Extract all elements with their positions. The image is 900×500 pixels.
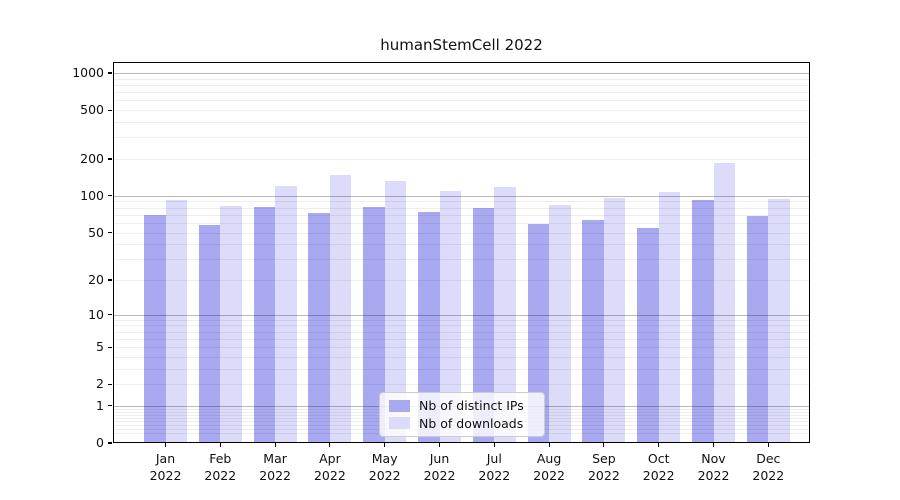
bar-downloads-may bbox=[384, 180, 407, 443]
x-tick bbox=[493, 443, 495, 447]
bar-distinct-ips-aug bbox=[527, 223, 550, 443]
y-tick-label: 2 bbox=[96, 376, 104, 392]
x-tick bbox=[603, 443, 605, 447]
x-tick-label: Dec 2022 bbox=[752, 451, 785, 483]
plot-area bbox=[113, 62, 810, 443]
bar-distinct-ips-jan bbox=[144, 214, 166, 443]
x-tick-label: Nov 2022 bbox=[697, 451, 730, 483]
x-tick bbox=[438, 443, 441, 447]
bar-downloads-aug bbox=[549, 204, 571, 443]
x-tick bbox=[219, 443, 221, 447]
bar-distinct-ips-apr bbox=[308, 212, 330, 443]
bar-distinct-ips-nov bbox=[692, 199, 714, 443]
x-tick bbox=[712, 443, 715, 447]
bar-downloads-jun bbox=[439, 190, 461, 443]
legend: Nb of distinct IPs Nb of downloads bbox=[379, 392, 545, 437]
bar-downloads-dec bbox=[768, 199, 790, 443]
y-tick-label: 500 bbox=[80, 102, 104, 118]
x-tick-label: Sep 2022 bbox=[587, 451, 620, 483]
chart-title: humanStemCell 2022 bbox=[380, 36, 543, 54]
y-tick-label: 1000 bbox=[72, 65, 104, 80]
y-tick-label: 100 bbox=[80, 187, 104, 203]
legend-item-distinct-ips: Nb of distinct IPs bbox=[389, 398, 535, 413]
y-tick bbox=[108, 231, 112, 234]
y-tick bbox=[108, 279, 112, 281]
y-tick bbox=[108, 314, 112, 316]
x-tick bbox=[658, 443, 660, 447]
x-tick-label: Jul 2022 bbox=[478, 451, 511, 483]
x-tick-label: Jun 2022 bbox=[423, 451, 456, 483]
bar-distinct-ips-jun bbox=[418, 211, 440, 443]
y-tick bbox=[108, 109, 112, 111]
y-tick-label: 5 bbox=[96, 339, 104, 355]
y-tick-label: 20 bbox=[88, 272, 104, 287]
bar-distinct-ips-dec bbox=[746, 216, 769, 443]
bar-distinct-ips-oct bbox=[637, 228, 659, 443]
bar-downloads-jul bbox=[494, 187, 516, 443]
x-tick bbox=[767, 443, 769, 447]
legend-label-distinct-ips: Nb of distinct IPs bbox=[419, 398, 524, 414]
bar-downloads-mar bbox=[275, 186, 297, 443]
x-tick bbox=[548, 443, 550, 447]
x-tick-label: Aug 2022 bbox=[533, 451, 565, 483]
legend-item-downloads: Nb of downloads bbox=[389, 416, 535, 431]
legend-label-downloads: Nb of downloads bbox=[419, 415, 524, 431]
x-tick bbox=[384, 443, 386, 447]
y-tick-label: 200 bbox=[80, 151, 104, 166]
bar-distinct-ips-may bbox=[363, 207, 385, 443]
x-tick-label: Apr 2022 bbox=[313, 451, 346, 483]
legend-swatch-distinct-ips bbox=[389, 399, 410, 412]
x-tick-label: Feb 2022 bbox=[204, 451, 237, 483]
bar-distinct-ips-jul bbox=[472, 208, 495, 443]
x-tick-label: Mar 2022 bbox=[259, 451, 291, 483]
bar-downloads-oct bbox=[658, 192, 681, 443]
bar-downloads-feb bbox=[220, 205, 242, 443]
x-tick bbox=[164, 443, 167, 447]
bar-distinct-ips-feb bbox=[198, 224, 221, 443]
x-tick bbox=[329, 443, 331, 447]
y-tick bbox=[108, 405, 112, 407]
x-tick-label: May 2022 bbox=[368, 451, 401, 483]
y-tick bbox=[108, 442, 112, 444]
y-tick-label: 1 bbox=[96, 397, 104, 413]
bar-downloads-sep bbox=[603, 197, 626, 443]
bar-distinct-ips-mar bbox=[253, 207, 276, 443]
y-tick bbox=[108, 158, 112, 160]
x-tick-label: Oct 2022 bbox=[642, 451, 675, 483]
y-tick-label: 10 bbox=[88, 306, 104, 322]
y-tick-label: 50 bbox=[88, 224, 104, 240]
x-tick-label: Jan 2022 bbox=[149, 451, 182, 483]
bar-downloads-apr bbox=[329, 175, 352, 443]
y-tick-label: 0 bbox=[96, 435, 104, 450]
y-tick bbox=[108, 346, 112, 348]
y-tick bbox=[108, 195, 112, 197]
bar-downloads-jan bbox=[165, 200, 187, 443]
bar-distinct-ips-sep bbox=[582, 219, 604, 443]
legend-swatch-downloads bbox=[389, 417, 410, 430]
y-tick bbox=[108, 72, 112, 74]
y-tick bbox=[108, 383, 112, 385]
bar-downloads-nov bbox=[713, 163, 735, 443]
x-tick bbox=[274, 443, 276, 447]
